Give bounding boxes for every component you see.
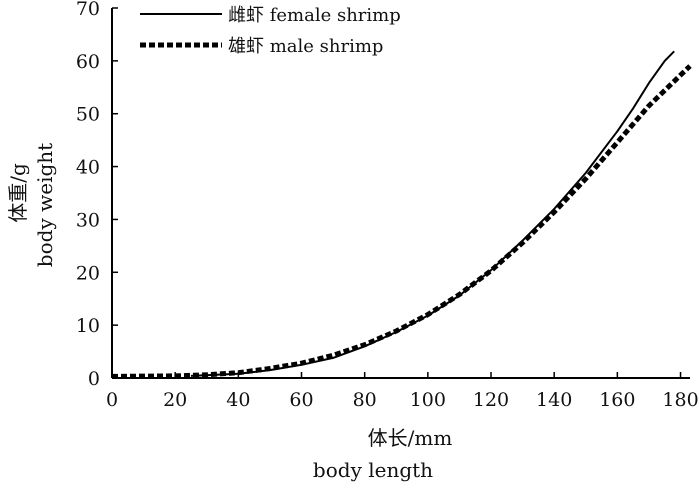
axis-titles: 体长/mm body length 体重/g body weight — [6, 143, 452, 482]
x-tick-label: 80 — [353, 389, 377, 411]
x-tick-label: 180 — [662, 389, 698, 411]
y-tick-label: 70 — [76, 0, 100, 20]
legend-label-female: 雌虾 female shrimp — [228, 5, 401, 26]
x-tick-label: 120 — [473, 389, 509, 411]
y-tick-label: 50 — [76, 104, 100, 126]
axes: 0 20 40 60 80 100 120 140 160 180 0 10 20 30 40 50 60 70 — [76, 0, 699, 411]
x-tick-label: 60 — [289, 389, 313, 411]
male-shrimp-line — [111, 64, 692, 379]
x-axis-title-en: body length — [313, 458, 433, 482]
y-tick-label: 40 — [76, 157, 100, 179]
x-tick-label: 20 — [163, 389, 187, 411]
y-axis-title-en: body weight — [33, 143, 57, 267]
y-tick-label: 20 — [76, 262, 100, 284]
y-tick-label: 0 — [88, 368, 100, 390]
x-tick-label: 140 — [536, 389, 572, 411]
y-tick-label: 30 — [76, 209, 100, 231]
legend: 雌虾 female shrimp 雄虾 male shrimp — [140, 5, 401, 57]
x-tick-label: 100 — [410, 389, 446, 411]
female-shrimp-line — [190, 50, 675, 377]
y-axis-title: 体重/g — [6, 163, 30, 223]
x-tick-label: 160 — [599, 389, 635, 411]
x-tick-label: 0 — [106, 389, 118, 411]
y-tick-label: 60 — [76, 51, 100, 73]
x-tick-label: 40 — [226, 389, 250, 411]
legend-label-male: 雄虾 male shrimp — [228, 36, 383, 57]
series-layer — [111, 50, 692, 379]
y-tick-label: 10 — [76, 315, 100, 337]
x-axis-title: 体长/mm — [368, 426, 453, 450]
